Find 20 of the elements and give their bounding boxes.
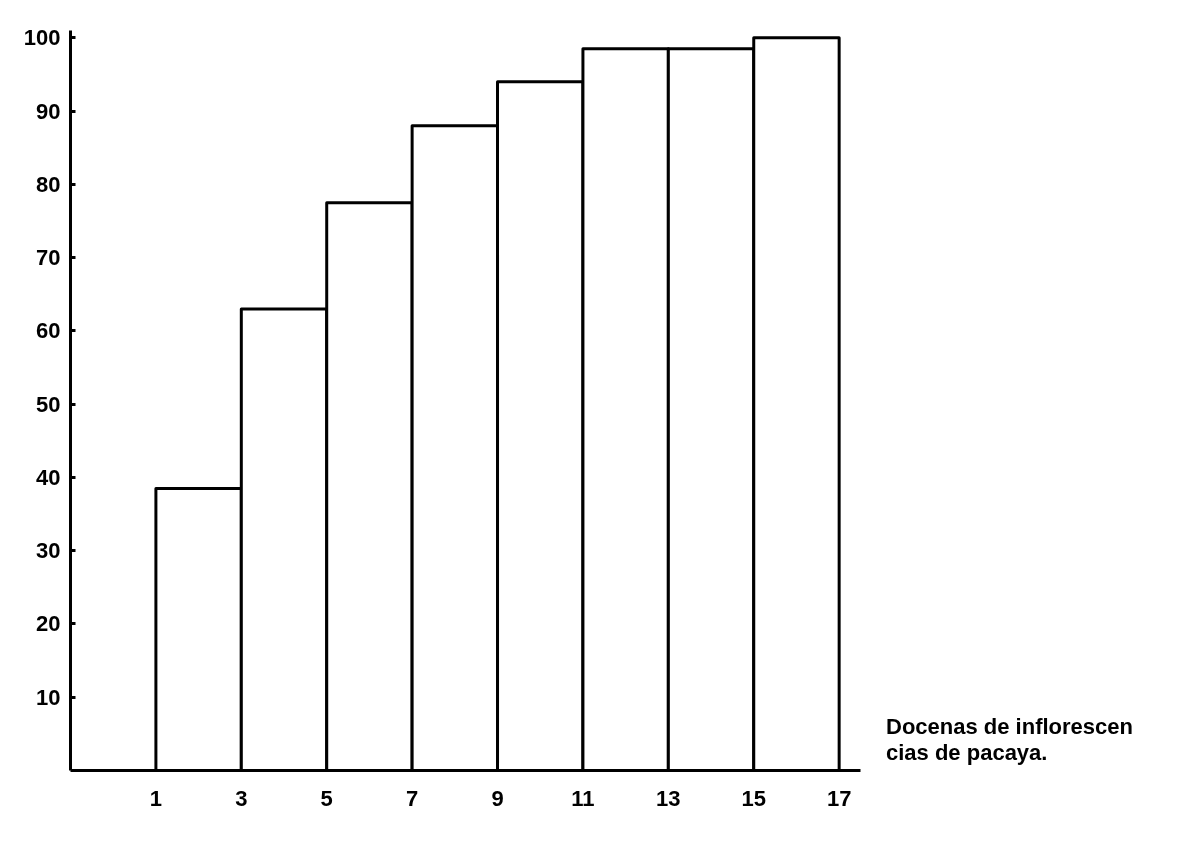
y-tick-label: 70 — [36, 245, 61, 271]
x-tick-label: 1 — [149, 785, 163, 811]
y-tick-label: 90 — [36, 98, 61, 124]
y-tick-label: 80 — [36, 171, 61, 197]
x-tick-label: 15 — [741, 785, 766, 811]
x-tick-label: 11 — [571, 785, 595, 811]
x-tick-label: 9 — [491, 785, 504, 811]
y-tick-label: 40 — [36, 464, 61, 490]
x-tick-label: 5 — [320, 785, 333, 811]
y-tick-label: 100 — [23, 25, 61, 51]
y-tick-label: 60 — [36, 318, 61, 344]
x-tick-label: 13 — [656, 785, 681, 811]
x-tick-label: 3 — [235, 785, 248, 811]
x-tick-label: 17 — [826, 785, 852, 811]
x-tick-label: 7 — [406, 785, 419, 811]
y-tick-label: 50 — [36, 391, 61, 417]
y-tick-label: 30 — [36, 538, 61, 564]
y-tick-label: 10 — [36, 684, 61, 710]
y-tick-label: 20 — [36, 611, 61, 637]
x-axis-title: Docenas de inflorescen cias de pacaya. — [886, 714, 1133, 765]
